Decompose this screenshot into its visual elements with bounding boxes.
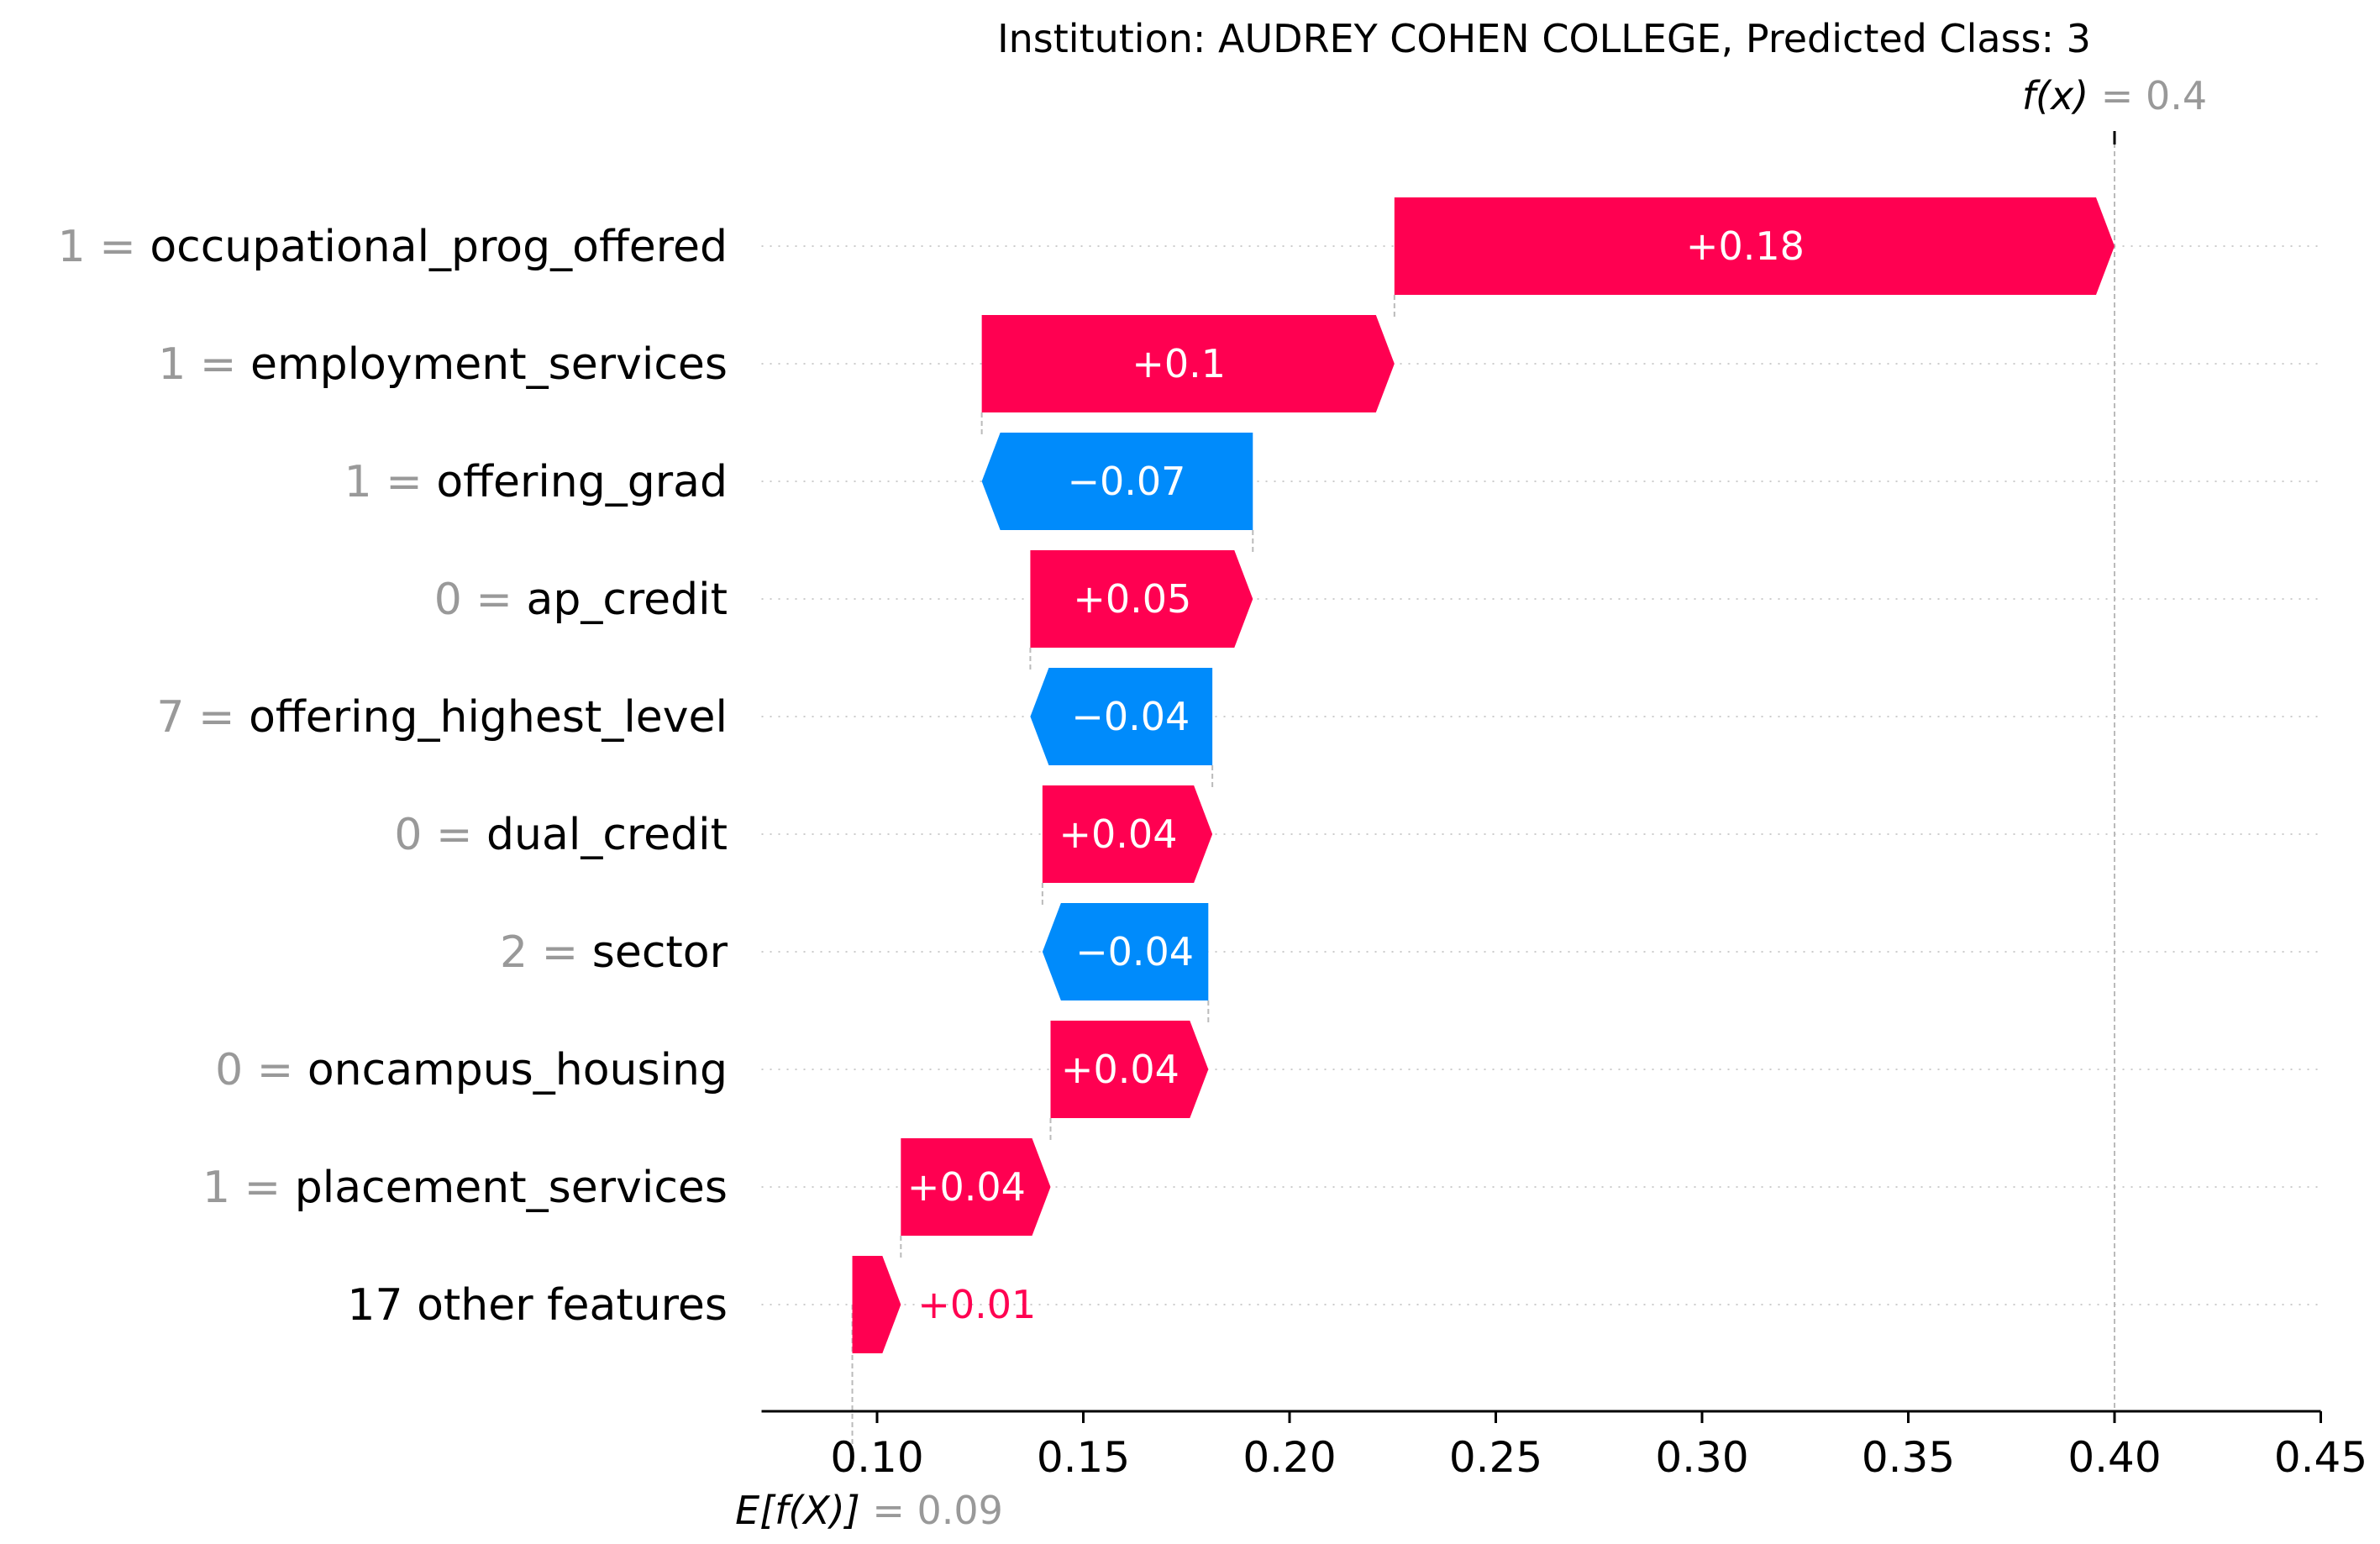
efx-annotation: E[f(X)] = 0.09 bbox=[735, 1488, 1003, 1533]
x-tick-label: 0.25 bbox=[1449, 1433, 1542, 1482]
x-tick-label: 0.15 bbox=[1037, 1433, 1130, 1482]
feature-label: 17 other features bbox=[347, 1280, 728, 1331]
x-tick-label: 0.10 bbox=[830, 1433, 923, 1482]
bar-occupational_prog_offered bbox=[1394, 197, 2115, 295]
bar-employment_services bbox=[981, 315, 1395, 412]
bar-oncampus_housing bbox=[1050, 1021, 1209, 1118]
bar-value-label: +0.18 bbox=[1686, 223, 1805, 269]
contribution-bars: +0.18 +0.1 −0.07 +0.05 −0.04 +0.04 −0.04 +0.04 +… bbox=[852, 197, 2115, 1353]
bar-value-label: +0.05 bbox=[1073, 576, 1191, 622]
feature-value: 7 = bbox=[156, 692, 249, 743]
bar-value-label: +0.01 bbox=[917, 1282, 1036, 1327]
bar-sector bbox=[1042, 903, 1209, 1000]
bar-ap_credit bbox=[1030, 550, 1253, 648]
feature-value: 2 = bbox=[500, 927, 592, 978]
value-annotations: f(x) = 0.4 E[f(X)] = 0.09 bbox=[735, 73, 2207, 1533]
feature-value: 0 = bbox=[394, 810, 486, 860]
feature-label: 0 = ap_credit bbox=[434, 575, 728, 625]
fx-annotation: f(x) = 0.4 bbox=[2022, 73, 2207, 118]
feature-value: 0 = bbox=[434, 575, 527, 625]
bar-value-label: +0.04 bbox=[1059, 811, 1178, 857]
bar-value-label: +0.04 bbox=[1061, 1047, 1179, 1092]
efx-value: = 0.09 bbox=[860, 1488, 1003, 1533]
feature-value: 1 = bbox=[158, 339, 250, 390]
feature-name: offering_highest_level bbox=[249, 692, 728, 743]
x-axis: 0.10 0.15 0.20 0.25 0.30 0.35 0.40 0.45 bbox=[761, 1410, 2367, 1482]
x-tick-label: 0.35 bbox=[1862, 1433, 1955, 1482]
bar-offering_grad bbox=[981, 433, 1253, 530]
feature-value: 1 = bbox=[344, 457, 437, 507]
bar-17-other-features bbox=[852, 1256, 901, 1353]
feature-label: 7 = offering_highest_level bbox=[156, 692, 728, 743]
bar-offering_highest_level bbox=[1030, 668, 1213, 765]
feature-name: 17 other features bbox=[347, 1280, 728, 1331]
bar-value-label: −0.07 bbox=[1067, 459, 1185, 504]
feature-value: 1 = bbox=[58, 222, 150, 272]
fx-label: f(x) bbox=[2022, 73, 2088, 118]
chart-title: Institution: AUDREY COHEN COLLEGE, Predi… bbox=[997, 16, 2091, 61]
feature-value: 1 = bbox=[202, 1163, 295, 1213]
efx-label: E[f(X)] bbox=[735, 1488, 860, 1533]
bar-dual_credit bbox=[1042, 785, 1213, 883]
bar-value-label: −0.04 bbox=[1071, 694, 1190, 739]
feature-label: 2 = sector bbox=[500, 927, 728, 978]
x-tick-label: 0.30 bbox=[1655, 1433, 1748, 1482]
feature-name: offering_grad bbox=[436, 457, 728, 507]
x-tick-label: 0.20 bbox=[1243, 1433, 1336, 1482]
feature-name: employment_services bbox=[250, 339, 728, 390]
feature-name: dual_credit bbox=[486, 810, 728, 860]
bar-value-label: +0.04 bbox=[907, 1164, 1026, 1210]
feature-name: sector bbox=[592, 927, 728, 978]
bar-placement_services bbox=[901, 1138, 1051, 1236]
connector-lines bbox=[851, 131, 2116, 1450]
feature-name: occupational_prog_offered bbox=[150, 222, 728, 272]
feature-name: placement_services bbox=[295, 1163, 728, 1213]
feature-name: ap_credit bbox=[526, 575, 728, 625]
x-tick-label: 0.40 bbox=[2067, 1433, 2161, 1482]
feature-label: 1 = occupational_prog_offered bbox=[58, 222, 728, 272]
x-tick-label: 0.45 bbox=[2274, 1433, 2367, 1482]
bar-value-label: +0.1 bbox=[1132, 341, 1226, 386]
fx-value: = 0.4 bbox=[2088, 73, 2207, 118]
feature-name: oncampus_housing bbox=[307, 1045, 728, 1095]
feature-label: 1 = employment_services bbox=[158, 339, 728, 390]
feature-label: 0 = oncampus_housing bbox=[215, 1045, 728, 1095]
feature-label: 0 = dual_credit bbox=[394, 810, 728, 860]
bar-value-label: −0.04 bbox=[1075, 929, 1194, 974]
feature-label: 1 = placement_services bbox=[202, 1163, 728, 1213]
feature-label: 1 = offering_grad bbox=[344, 457, 728, 507]
feature-value: 0 = bbox=[215, 1045, 307, 1095]
